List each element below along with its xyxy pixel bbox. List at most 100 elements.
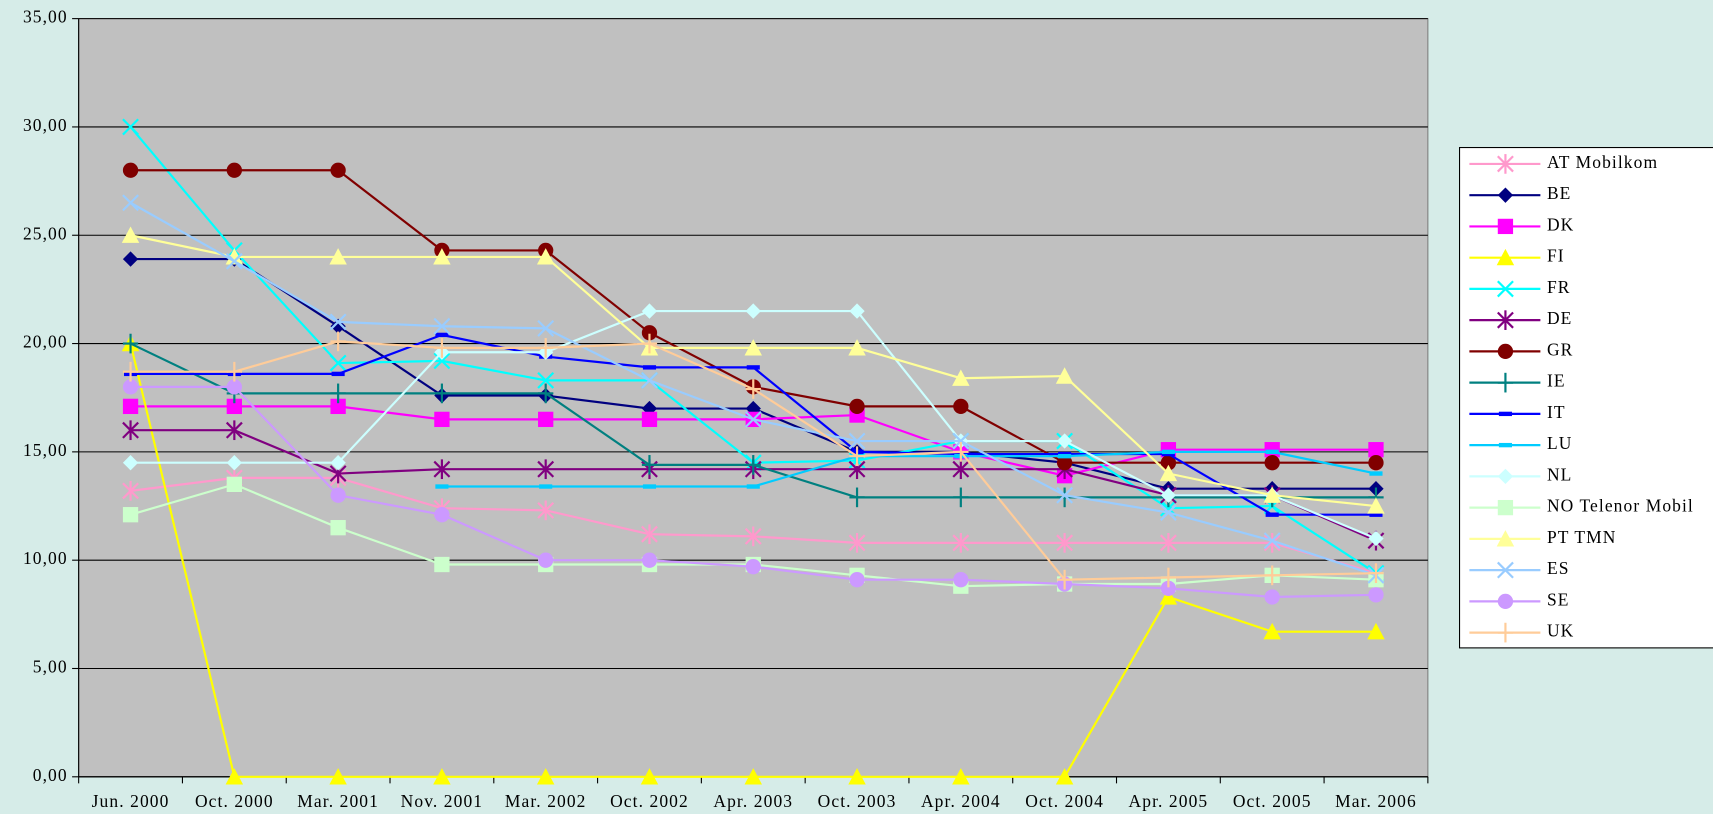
legend-label: ES — [1547, 558, 1570, 578]
y-tick-label: 10,00 — [23, 548, 68, 568]
marker — [848, 768, 866, 785]
marker — [1263, 622, 1281, 640]
marker — [1263, 486, 1281, 503]
marker — [1367, 622, 1385, 640]
marker — [849, 398, 865, 415]
marker — [1368, 442, 1384, 458]
marker-part — [121, 226, 140, 243]
marker-part — [849, 303, 865, 319]
marker — [1160, 567, 1177, 588]
marker-part — [226, 162, 242, 178]
marker — [329, 248, 347, 265]
marker — [122, 507, 139, 523]
marker-part — [1497, 499, 1514, 516]
marker — [1368, 530, 1384, 547]
marker — [330, 455, 346, 471]
marker — [953, 572, 969, 588]
marker-part — [848, 768, 866, 785]
marker-part — [330, 520, 346, 536]
legend-label: FI — [1547, 246, 1565, 266]
marker-part — [122, 118, 139, 136]
marker — [1055, 768, 1074, 785]
marker-part — [226, 379, 242, 395]
marker-part — [1264, 455, 1280, 471]
x-tick-label: Oct. 2003 — [818, 791, 897, 811]
legend-label: GR — [1547, 339, 1573, 359]
marker-part — [329, 313, 347, 331]
marker-part — [744, 410, 762, 428]
marker — [226, 398, 242, 415]
marker — [1497, 310, 1514, 330]
marker-part — [536, 768, 555, 785]
marker — [744, 768, 763, 785]
marker-part — [1160, 487, 1177, 503]
marker — [122, 194, 139, 212]
marker — [1264, 589, 1280, 605]
y-tick-label: 0,00 — [33, 765, 68, 785]
marker — [1160, 487, 1177, 503]
marker-part — [641, 303, 658, 319]
marker-part — [330, 455, 346, 471]
marker-part — [952, 432, 970, 450]
marker — [433, 768, 451, 785]
marker — [641, 303, 658, 319]
marker — [1263, 532, 1281, 550]
marker — [848, 432, 866, 450]
marker — [538, 411, 554, 428]
marker — [1368, 587, 1384, 603]
marker — [745, 559, 761, 575]
marker — [849, 446, 865, 467]
marker — [330, 520, 346, 536]
marker — [122, 118, 139, 136]
marker — [1497, 372, 1514, 393]
marker-part — [1367, 622, 1385, 640]
marker-part — [641, 325, 658, 341]
marker — [1159, 533, 1177, 553]
marker — [1496, 530, 1515, 547]
marker-part — [330, 162, 346, 178]
marker-part — [744, 339, 763, 356]
marker-part — [1263, 532, 1281, 550]
y-tick-label: 5,00 — [33, 657, 68, 677]
marker-part — [1159, 504, 1177, 521]
marker — [433, 352, 451, 370]
marker — [1056, 569, 1073, 590]
marker — [953, 442, 969, 462]
legend-label: NO Telenor Mobil — [1547, 496, 1694, 516]
x-tick-label: Oct. 2002 — [610, 791, 689, 811]
marker-part — [433, 317, 451, 335]
marker — [641, 552, 658, 568]
marker-part — [1160, 580, 1177, 596]
marker — [538, 383, 554, 404]
marker — [536, 248, 555, 265]
marker — [434, 556, 450, 573]
marker-part — [122, 379, 139, 395]
marker-part — [122, 251, 139, 267]
marker-part — [434, 411, 450, 428]
marker — [952, 533, 970, 553]
marker-part — [1159, 588, 1178, 605]
marker — [121, 226, 140, 243]
marker-part — [952, 369, 970, 386]
marker-part — [537, 371, 555, 389]
marker-part — [122, 507, 139, 523]
marker — [434, 338, 450, 358]
marker — [1159, 504, 1177, 521]
marker — [952, 768, 970, 785]
marker — [1263, 533, 1281, 553]
marker-part — [641, 371, 658, 389]
marker — [433, 317, 451, 335]
marker — [1056, 433, 1073, 449]
marker-part — [1368, 455, 1384, 471]
marker — [225, 768, 244, 785]
marker — [1159, 588, 1178, 605]
marker — [1160, 455, 1177, 471]
marker-part — [1497, 593, 1514, 609]
marker-part — [433, 248, 451, 265]
marker-part — [434, 507, 450, 523]
marker-part — [1264, 589, 1280, 605]
marker — [744, 410, 762, 428]
marker-part — [433, 352, 451, 370]
marker — [330, 487, 346, 503]
